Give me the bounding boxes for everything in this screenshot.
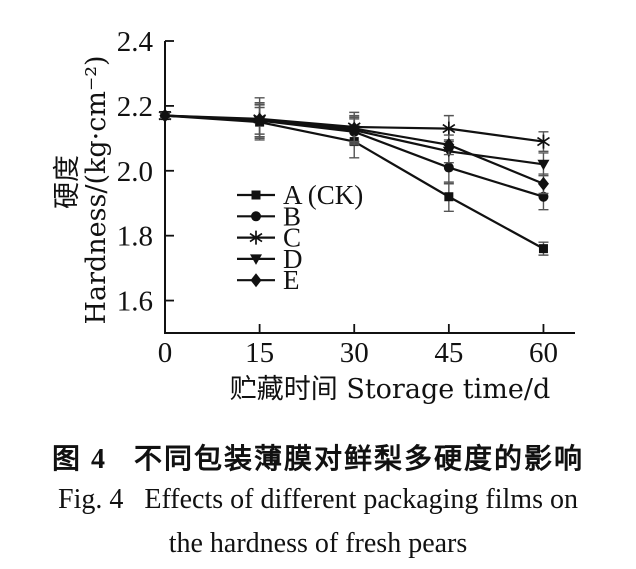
circle-marker [443,162,454,173]
diamond-marker [159,108,171,123]
asterisk-marker [536,134,550,149]
y-tick-label: 2.0 [117,156,153,188]
asterisk-marker [442,121,456,136]
legend-label: B [283,201,301,231]
x-tick-label: 45 [434,337,463,369]
square-marker [251,190,261,200]
caption-chinese: 图 4 不同包装薄膜对鲜梨多硬度的影响 [51,444,584,475]
y-tick-label: 2.4 [117,26,154,58]
circle-marker [251,211,261,222]
legend-label: D [283,244,303,274]
diamond-marker [443,137,455,152]
diamond-marker [348,121,360,136]
x-axis-label: 贮藏时间 Storage time/d [230,374,550,405]
circle-marker [538,191,549,202]
legend-label: A (CK) [283,180,363,210]
x-tick-label: 15 [245,337,274,369]
y-axis-label-cjk: 硬度 [52,155,83,209]
y-tick-label: 2.2 [117,91,153,123]
diamond-marker [254,112,266,127]
x-tick-label: 60 [529,337,558,369]
square-marker [538,244,548,254]
y-tick-label: 1.6 [117,286,153,318]
x-tick-label: 30 [340,337,369,369]
asterisk-marker [249,230,263,245]
legend-label: C [283,223,301,253]
diamond-marker [537,176,549,191]
square-marker [444,192,454,202]
caption-english-line2: the hardness of fresh pears [168,528,468,559]
triangle-down-marker [250,254,262,265]
axes-frame [164,41,575,334]
y-tick-label: 1.8 [117,221,153,253]
diamond-marker [250,273,262,288]
triangle-down-marker [537,159,550,171]
y-axis-label-en: Hardness/(kg·cm⁻²) [81,55,112,324]
figure-chart-area: 硬度 Hardness/(kg·cm⁻²) 贮藏时间 Storage time/… [52,26,575,405]
caption-english-line1: Fig. 4 Effects of different packaging fi… [58,484,578,515]
x-tick-label: 0 [158,337,173,369]
hardness-line-chart: 硬度 Hardness/(kg·cm⁻²) 贮藏时间 Storage time/… [52,26,575,405]
legend-label: E [283,265,300,295]
